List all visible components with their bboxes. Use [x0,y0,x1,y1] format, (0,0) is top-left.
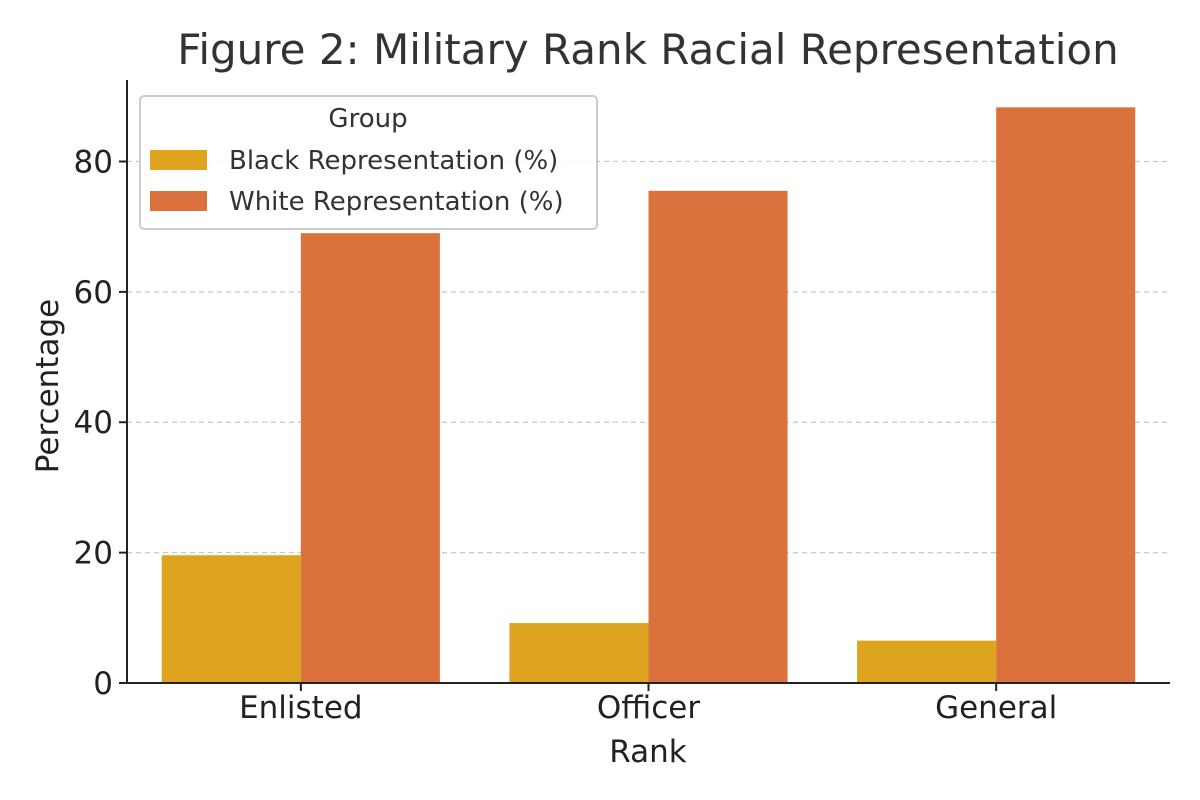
y-tick-label: 40 [74,405,113,441]
bar [648,190,788,683]
y-tick-label: 20 [74,536,113,572]
legend-label: White Representation (%) [229,187,564,217]
legend-label: Black Representation (%) [229,146,558,176]
bar [161,555,301,683]
x-axis-label: Rank [609,734,687,770]
legend: Group Black Representation (%) White Repr… [139,95,598,230]
y-tick-label: 60 [74,275,113,311]
legend-title: Group [328,104,407,134]
bars [161,107,1136,684]
y-axis-label: Percentage [30,299,66,473]
y-axis-ticks: 0 20 40 60 80 [74,144,127,702]
x-tick-label: General [935,690,1057,726]
bar [300,233,440,684]
bar [509,623,649,683]
bar [857,640,997,683]
bar [996,107,1136,684]
x-axis-ticks: Enlisted Officer General [239,683,1057,726]
x-tick-label: Enlisted [239,690,363,726]
chart-title: Figure 2: Military Rank Racial Represent… [177,25,1119,74]
y-tick-label: 0 [93,666,113,702]
legend-swatch [150,150,207,170]
legend-items: Black Representation (%) White Representa… [150,146,564,217]
y-tick-label: 80 [74,144,113,180]
x-tick-label: Officer [597,690,700,726]
legend-box [139,95,598,230]
legend-swatch [150,191,207,211]
